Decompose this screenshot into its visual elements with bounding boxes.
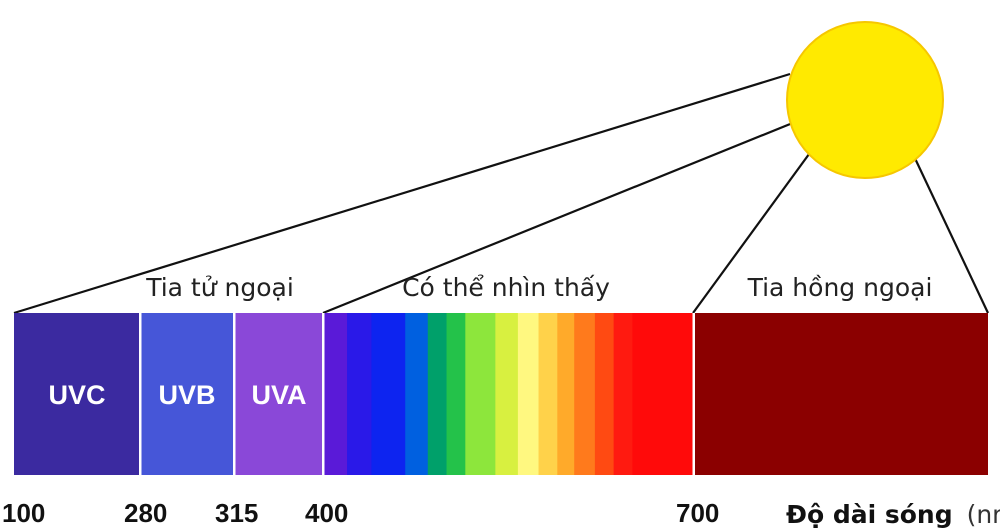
uvc-band <box>14 313 139 475</box>
infrared-band <box>695 313 988 475</box>
visible-stripe <box>465 313 496 475</box>
ray-to-visible-start <box>322 116 806 315</box>
visible-stripe <box>495 313 519 475</box>
separator-315 <box>233 313 236 475</box>
tick-label-100: 100 <box>2 498 45 528</box>
visible-stripe <box>347 313 373 475</box>
visible-stripe <box>517 313 540 475</box>
visible-stripe <box>446 313 466 475</box>
uvb-label: UVB <box>158 380 215 410</box>
visible-stripe <box>594 313 615 475</box>
spectrum-bar <box>14 313 988 475</box>
infrared-title: Tia hồng ngoại <box>747 273 933 302</box>
visible-stripe <box>538 313 558 475</box>
visible-stripe <box>613 313 634 475</box>
tick-label-400: 400 <box>305 498 348 528</box>
tick-label-315: 315 <box>215 498 258 528</box>
uvb-band <box>141 313 233 475</box>
visible-spectrum <box>324 313 694 475</box>
sun-icon <box>786 21 944 179</box>
visible-stripe <box>371 313 406 475</box>
axis-unit: (nm) <box>967 500 1000 529</box>
tick-label-280: 280 <box>124 498 167 528</box>
ultraviolet-title: Tia tử ngoại <box>145 273 294 302</box>
visible-stripe <box>632 313 694 475</box>
uva-label: UVA <box>251 380 306 410</box>
uvc-label: UVC <box>48 380 105 410</box>
visible-stripe <box>574 313 596 475</box>
ray-to-infrared-start <box>692 149 813 314</box>
uva-band <box>235 313 322 475</box>
visible-stripe <box>557 313 575 475</box>
axis-title: Độ dài sóng (nm) <box>786 500 1000 529</box>
visible-stripe <box>405 313 429 475</box>
visible-title: Có thể nhìn thấy <box>402 273 610 302</box>
tick-label-700: 700 <box>676 498 719 528</box>
axis-title-text: Độ dài sóng <box>786 500 953 529</box>
separator-400 <box>322 313 325 475</box>
separator-700 <box>692 313 695 475</box>
ray-to-uv-start <box>13 72 791 315</box>
ray-to-infrared-end <box>911 151 989 314</box>
separator-280 <box>139 313 142 475</box>
visible-stripe <box>324 313 348 475</box>
light-rays <box>13 72 989 315</box>
visible-stripe <box>427 313 448 475</box>
